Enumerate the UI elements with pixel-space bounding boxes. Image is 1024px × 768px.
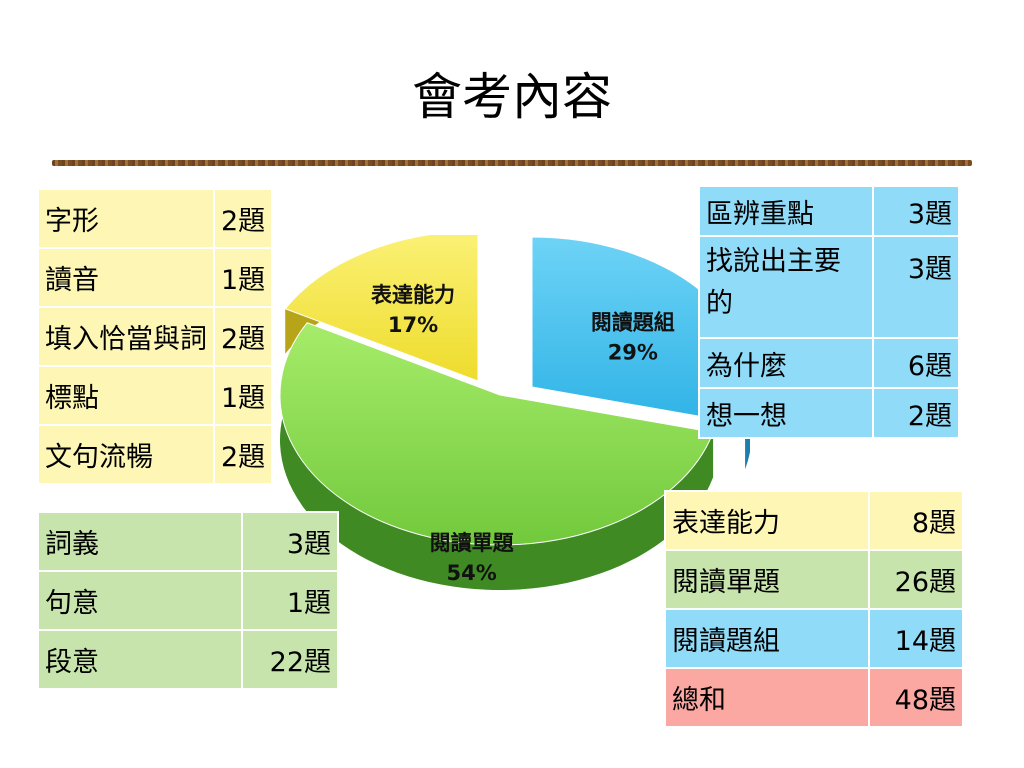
row-label: 讀音 [39,249,213,306]
row-count: 3題 [874,237,958,337]
slice-value-label: 54% [447,561,497,585]
row-count: 2題 [215,308,272,365]
table-row: 字形 2題 [39,190,272,247]
row-count: 1題 [215,367,272,424]
row-label: 填入恰當與詞 [39,308,213,365]
row-count: 6題 [874,339,958,387]
table-row: 想一想 2題 [700,389,958,437]
table-row: 文句流暢 2題 [39,426,272,483]
table-row: 為什麼 6題 [700,339,958,387]
row-count: 2題 [215,190,272,247]
reading-group-table: 區辨重點 3題 找說出主要的 3題 為什麼 6題 想一想 2題 [698,185,960,439]
row-label: 字形 [39,190,213,247]
row-count: 3題 [874,187,958,235]
row-label: 閱讀題組 [666,610,868,667]
row-label: 區辨重點 [700,187,872,235]
table-row: 詞義 3題 [39,513,337,570]
pie-slice [284,235,479,382]
table-row: 句意 1題 [39,572,337,629]
table-row: 閱讀題組 14題 [666,610,962,667]
row-label: 文句流暢 [39,426,213,483]
slice-name-label: 閱讀題組 [591,311,675,335]
title-divider [52,160,972,166]
table-row: 段意 22題 [39,631,337,688]
row-label: 段意 [39,631,241,688]
row-count: 2題 [874,389,958,437]
row-label: 句意 [39,572,241,629]
row-count: 1題 [243,572,337,629]
table-row: 閱讀單題 26題 [666,551,962,608]
row-label: 找說出主要的 [700,237,872,337]
table-row: 讀音 1題 [39,249,272,306]
row-label: 表達能力 [666,492,868,549]
table-row: 區辨重點 3題 [700,187,958,235]
row-label: 為什麼 [700,339,872,387]
table-row: 標點 1題 [39,367,272,424]
pie-slice [279,322,714,546]
row-label: 想一想 [700,389,872,437]
row-count: 48題 [870,669,962,726]
row-label: 詞義 [39,513,241,570]
slice-value-label: 29% [608,341,658,365]
spelling-table: 字形 2題 讀音 1題 填入恰當與詞 2題 標點 1題 文句流暢 2題 [37,188,274,485]
slice-value-label: 17% [388,313,438,337]
row-count: 22題 [243,631,337,688]
row-count: 1題 [215,249,272,306]
meaning-table: 詞義 3題 句意 1題 段意 22題 [37,511,339,690]
row-count: 3題 [243,513,337,570]
slice-name-label: 表達能力 [371,283,455,307]
row-label: 標點 [39,367,213,424]
table-row: 找說出主要的 3題 [700,237,958,337]
row-count: 14題 [870,610,962,667]
row-count: 8題 [870,492,962,549]
page-title: 會考內容 [412,68,612,126]
row-label: 總和 [666,669,868,726]
row-count: 26題 [870,551,962,608]
table-row: 總和 48題 [666,669,962,726]
summary-table: 表達能力 8題 閱讀單題 26題 閱讀題組 14題 總和 48題 [664,490,964,728]
row-label: 閱讀單題 [666,551,868,608]
table-row: 表達能力 8題 [666,492,962,549]
pie-chart: 閱讀單題 54% 表達能力 17% 閱讀題組 29% [279,235,750,590]
table-row: 填入恰當與詞 2題 [39,308,272,365]
slice-name-label: 閱讀單題 [430,531,515,555]
row-count: 2題 [215,426,272,483]
